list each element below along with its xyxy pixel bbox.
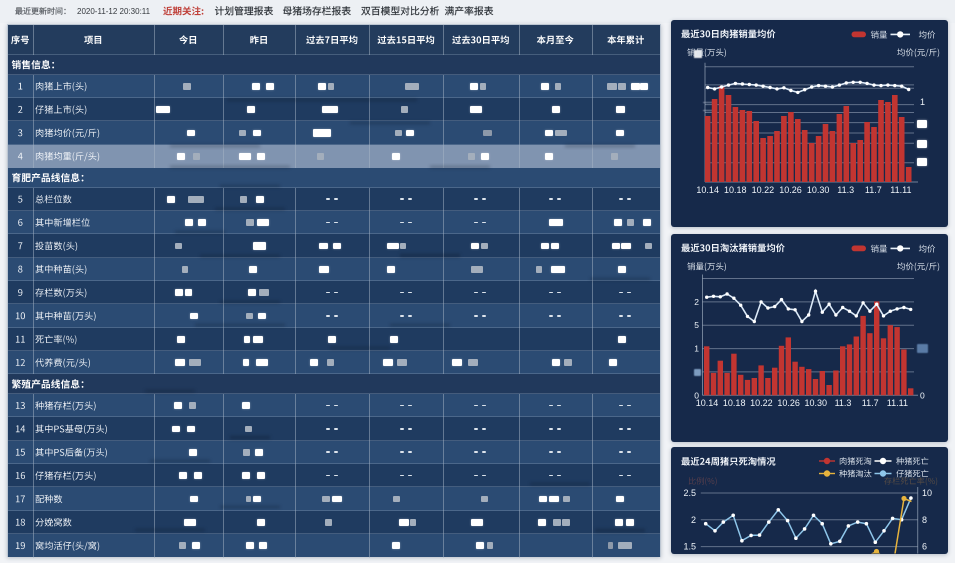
svg-text:11.3: 11.3 <box>837 185 854 195</box>
svg-text:10.26: 10.26 <box>777 398 800 408</box>
svg-text:2: 2 <box>694 297 699 307</box>
svg-text:11.11: 11.11 <box>887 398 908 408</box>
svg-text:1: 1 <box>694 344 699 354</box>
svg-text:10.30: 10.30 <box>805 398 828 408</box>
svg-text:10.18: 10.18 <box>723 398 746 408</box>
svg-text:11.11: 11.11 <box>890 185 911 195</box>
svg-text:10.22: 10.22 <box>750 398 773 408</box>
svg-text:11.7: 11.7 <box>862 398 879 408</box>
svg-text:6: 6 <box>922 542 927 552</box>
svg-text:0: 0 <box>694 390 699 400</box>
svg-text:2: 2 <box>691 515 696 525</box>
svg-text:1.5: 1.5 <box>683 542 696 552</box>
svg-text:11.7: 11.7 <box>865 185 882 195</box>
svg-text:2.5: 2.5 <box>683 488 696 498</box>
svg-text:1: 1 <box>920 97 925 107</box>
svg-text:10.22: 10.22 <box>752 185 775 195</box>
svg-text:11.3: 11.3 <box>835 398 852 408</box>
svg-text:10.26: 10.26 <box>779 185 802 195</box>
svg-text:10.18: 10.18 <box>724 185 747 195</box>
svg-text:8: 8 <box>922 515 927 525</box>
svg-text:5: 5 <box>694 320 699 330</box>
svg-text:2020-11-12 20:30:11: 2020-11-12 20:30:11 <box>77 7 151 16</box>
svg-text:10: 10 <box>922 488 932 498</box>
svg-text:10.30: 10.30 <box>807 185 830 195</box>
svg-text:10.14: 10.14 <box>696 398 719 408</box>
svg-text:0: 0 <box>920 390 925 400</box>
svg-text:10.14: 10.14 <box>696 185 719 195</box>
